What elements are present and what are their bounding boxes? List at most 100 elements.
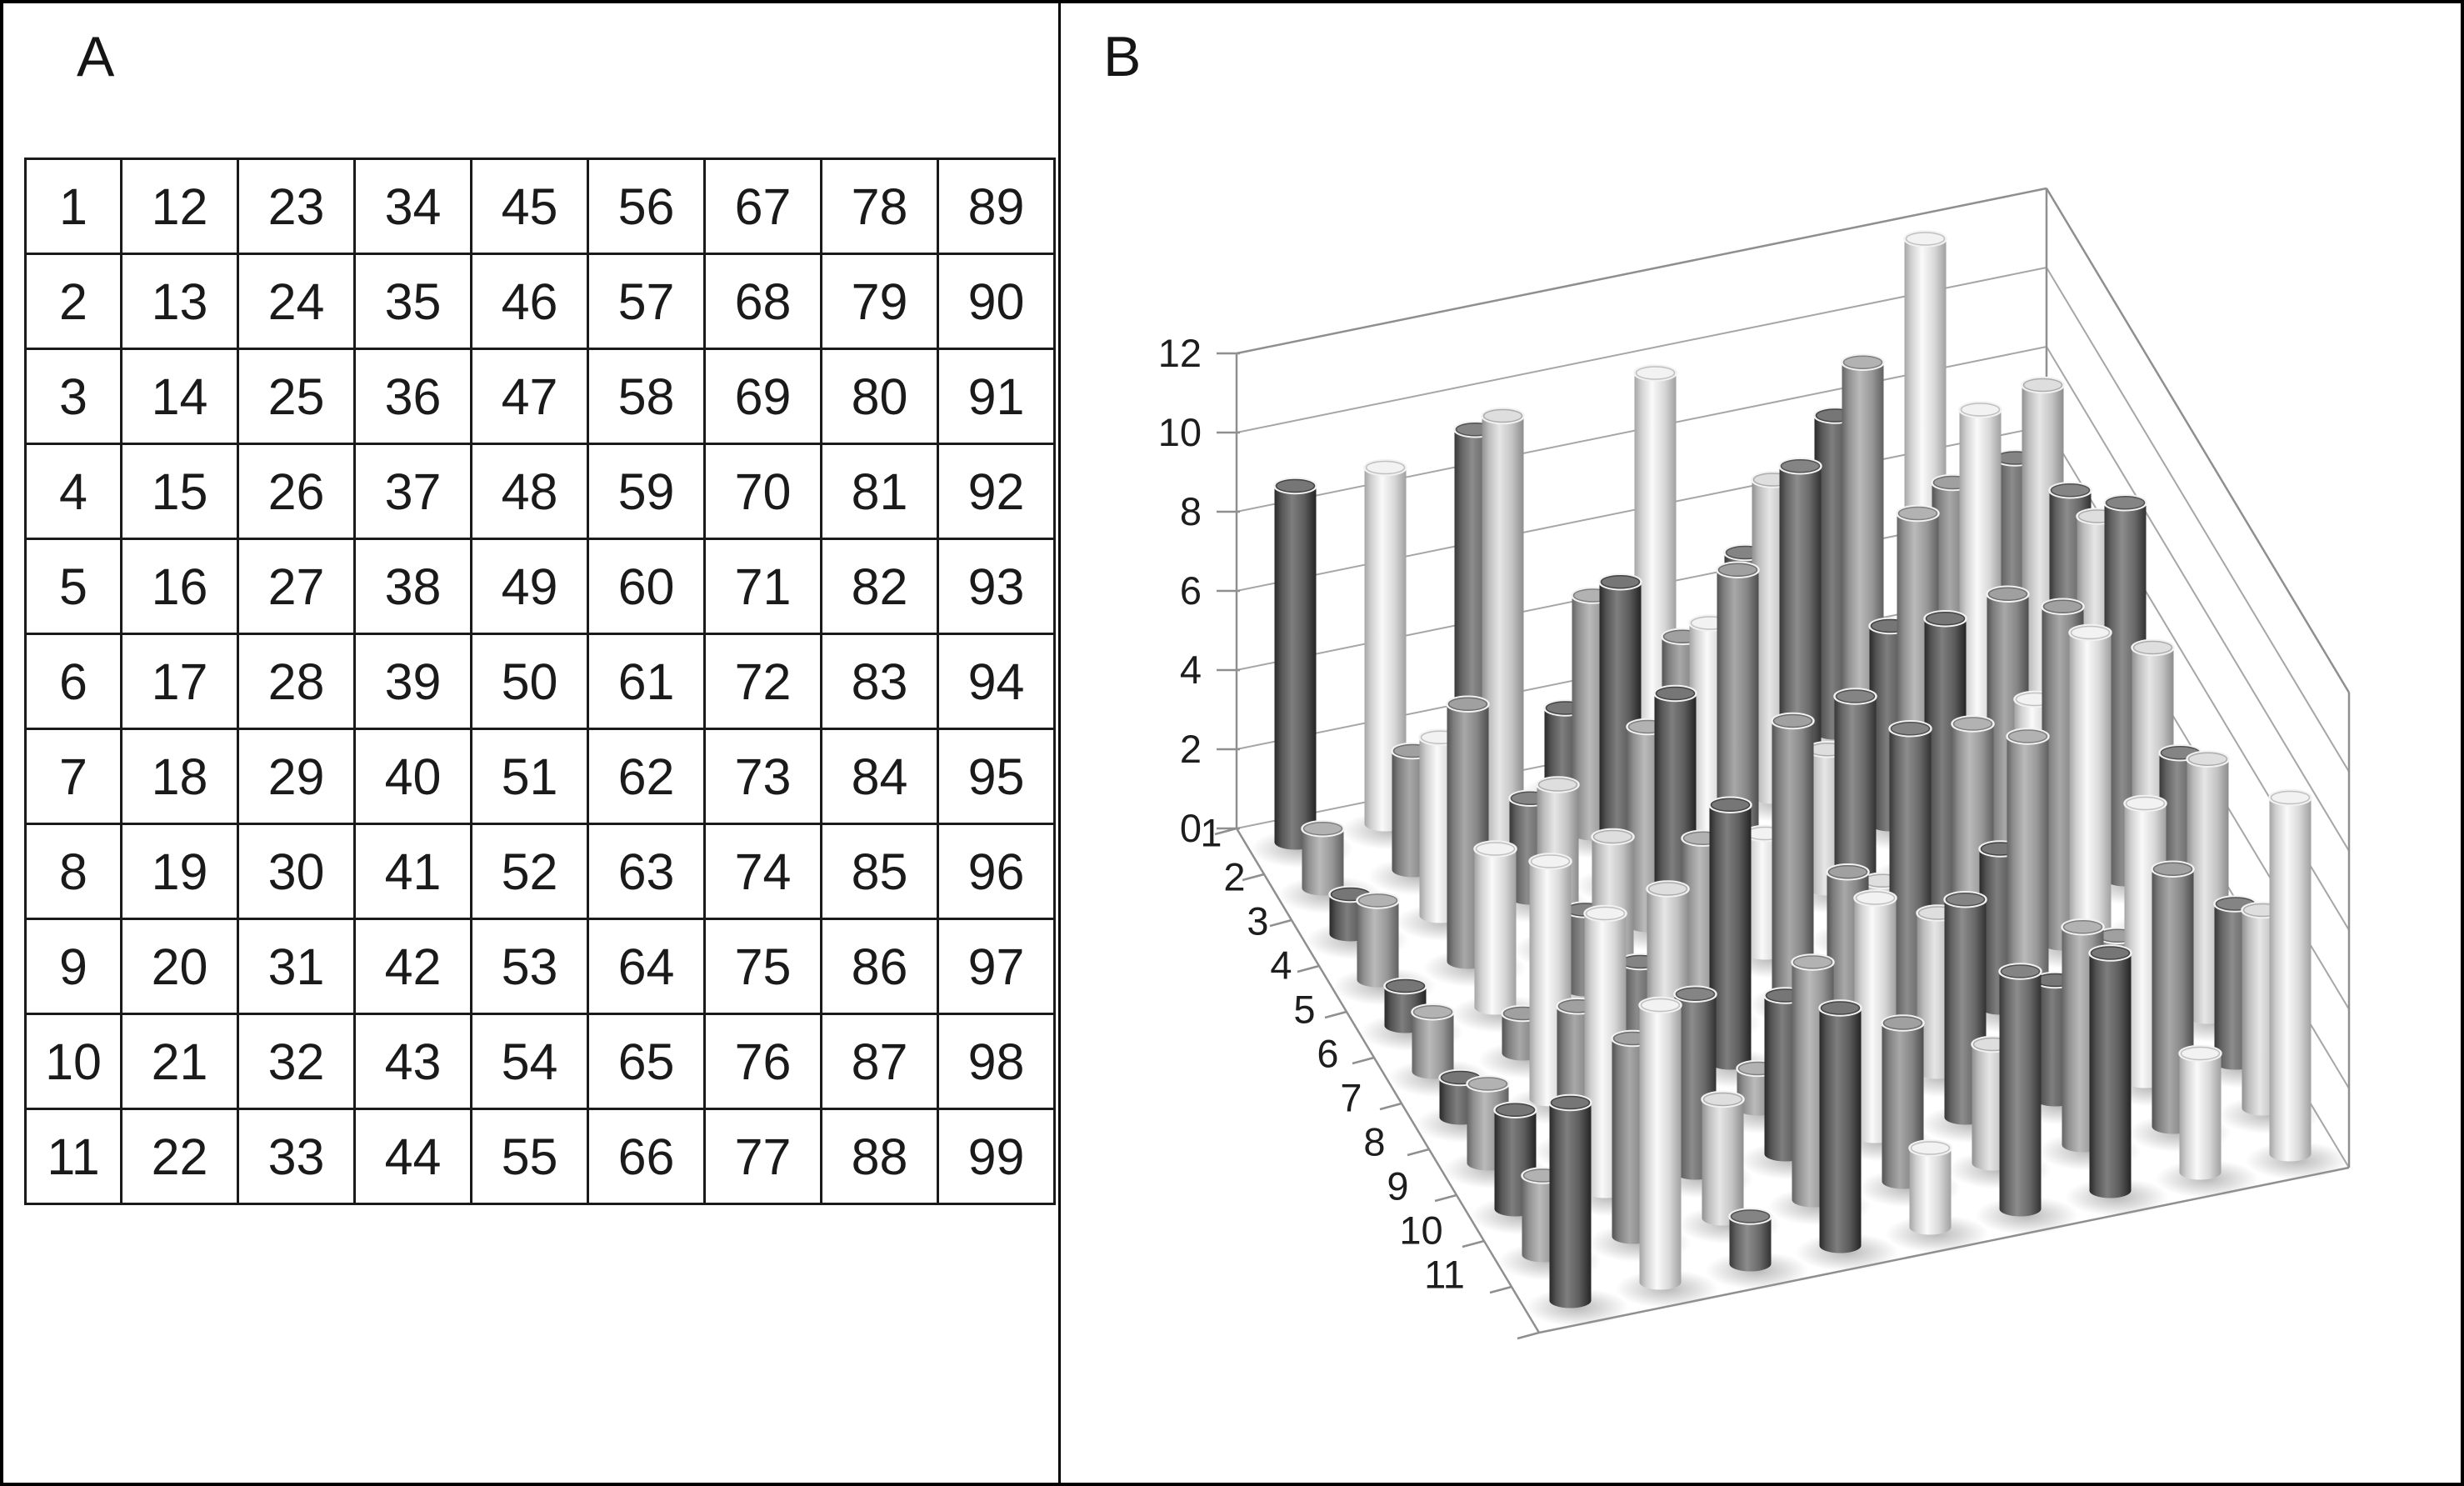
table-cell: 1 — [24, 158, 122, 255]
table-cell: 74 — [703, 823, 822, 920]
table-cell: 10 — [24, 1013, 122, 1110]
table-cell: 20 — [120, 918, 239, 1015]
table-row: 6 17 28 39 50 61 72 83 94 — [24, 633, 1056, 730]
value-axis-tick-label: 0 — [1180, 806, 1202, 850]
table-cell: 32 — [237, 1013, 356, 1110]
cylinder-bar — [2088, 944, 2132, 1198]
table-cell: 25 — [237, 348, 356, 445]
cylinder-bar — [2068, 623, 2112, 997]
table-cell: 67 — [703, 158, 822, 255]
table-cell: 30 — [237, 823, 356, 920]
value-axis-tick-label: 6 — [1180, 568, 1202, 613]
table-cell: 18 — [120, 728, 239, 825]
category-axis-tick-label: 5 — [1293, 988, 1315, 1032]
table-cell: 21 — [120, 1013, 239, 1110]
table-cell: 41 — [353, 823, 472, 920]
table-row: 10 21 32 43 54 65 76 87 98 — [24, 1013, 1056, 1110]
table-cell: 33 — [237, 1108, 356, 1205]
table-cell: 86 — [820, 918, 939, 1015]
table-cell: 75 — [703, 918, 822, 1015]
table-cell: 39 — [353, 633, 472, 730]
table-cell: 23 — [237, 158, 356, 255]
table-cell: 73 — [703, 728, 822, 825]
table-cell: 65 — [587, 1013, 706, 1110]
table-cell: 9 — [24, 918, 122, 1015]
table-cell: 50 — [470, 633, 589, 730]
table-cell: 37 — [353, 443, 472, 540]
cylinder-bar — [1356, 892, 1400, 988]
table-cell: 64 — [587, 918, 706, 1015]
cylinder-bar — [1998, 963, 2042, 1217]
table-cell: 16 — [120, 538, 239, 635]
table-cell: 90 — [937, 253, 1056, 350]
table-cell: 3 — [24, 348, 122, 445]
table-cell: 29 — [237, 728, 356, 825]
table-cell: 93 — [937, 538, 1056, 635]
table-row: 9 20 31 42 53 64 75 86 97 — [24, 918, 1056, 1015]
table-cell: 35 — [353, 253, 472, 350]
table-cell: 36 — [353, 348, 472, 445]
cylinder-bar — [1908, 1139, 1952, 1235]
table-cell: 72 — [703, 633, 822, 730]
table-cell: 91 — [937, 348, 1056, 445]
table-cell: 7 — [24, 728, 122, 825]
table-cell: 77 — [703, 1108, 822, 1205]
cylinder-bar — [1473, 840, 1517, 1015]
table-cell: 34 — [353, 158, 472, 255]
table-cell: 40 — [353, 728, 472, 825]
table-cell: 47 — [470, 348, 589, 445]
panel-divider — [1058, 3, 1061, 1483]
table-cell: 14 — [120, 348, 239, 445]
table-cell: 54 — [470, 1013, 589, 1110]
table-cell: 49 — [470, 538, 589, 635]
cylinder-bar — [1771, 712, 1815, 1006]
table-cell: 42 — [353, 918, 472, 1015]
table-row: 11 22 33 44 55 66 77 88 99 — [24, 1108, 1056, 1205]
number-table-body: 1 12 23 34 45 56 67 78 89 2 13 24 35 46 57 68 79 90 3 14 25 3… — [24, 158, 1056, 1205]
cylinder-bar — [1363, 458, 1407, 832]
category-axis-tick-label: 8 — [1363, 1120, 1385, 1164]
table-cell: 51 — [470, 728, 589, 825]
category-axis-tick-label: 1 — [1200, 811, 1222, 855]
table-cell: 94 — [937, 633, 1056, 730]
value-axis-tick-label: 4 — [1180, 648, 1202, 692]
table-cell: 97 — [937, 918, 1056, 1015]
panel-a-label: A — [77, 25, 115, 88]
table-cell: 89 — [937, 158, 1056, 255]
category-axis-tick-label: 3 — [1247, 899, 1268, 943]
cylinder-bar — [1273, 477, 1317, 850]
table-cell: 71 — [703, 538, 822, 635]
table-cell: 44 — [353, 1108, 472, 1205]
table-cell: 98 — [937, 1013, 1056, 1110]
table-cell: 46 — [470, 253, 589, 350]
table-cell: 19 — [120, 823, 239, 920]
table-cell: 8 — [24, 823, 122, 920]
table-cell: 79 — [820, 253, 939, 350]
table-cell: 82 — [820, 538, 939, 635]
table-cell: 59 — [587, 443, 706, 540]
table-cell: 28 — [237, 633, 356, 730]
table-cell: 55 — [470, 1108, 589, 1205]
table-cell: 11 — [24, 1108, 122, 1205]
category-axis-tick-label: 9 — [1387, 1164, 1408, 1208]
table-cell: 22 — [120, 1108, 239, 1205]
table-cell: 52 — [470, 823, 589, 920]
cylinder-bar — [1701, 1090, 1745, 1226]
cylinder-bar — [1411, 1003, 1455, 1079]
table-cell: 60 — [587, 538, 706, 635]
table-row: 1 12 23 34 45 56 67 78 89 — [24, 158, 1056, 255]
category-axis-tick-label: 7 — [1340, 1076, 1362, 1120]
table-cell: 70 — [703, 443, 822, 540]
table-cell: 15 — [120, 443, 239, 540]
cylinder-bar — [1548, 1093, 1592, 1308]
table-cell: 56 — [587, 158, 706, 255]
table-row: 8 19 30 41 52 63 74 85 96 — [24, 823, 1056, 920]
table-cell: 85 — [820, 823, 939, 920]
table-cell: 80 — [820, 348, 939, 445]
table-cell: 17 — [120, 633, 239, 730]
cylinder-bar — [2178, 1044, 2222, 1180]
table-cell: 87 — [820, 1013, 939, 1110]
table-cell: 69 — [703, 348, 822, 445]
